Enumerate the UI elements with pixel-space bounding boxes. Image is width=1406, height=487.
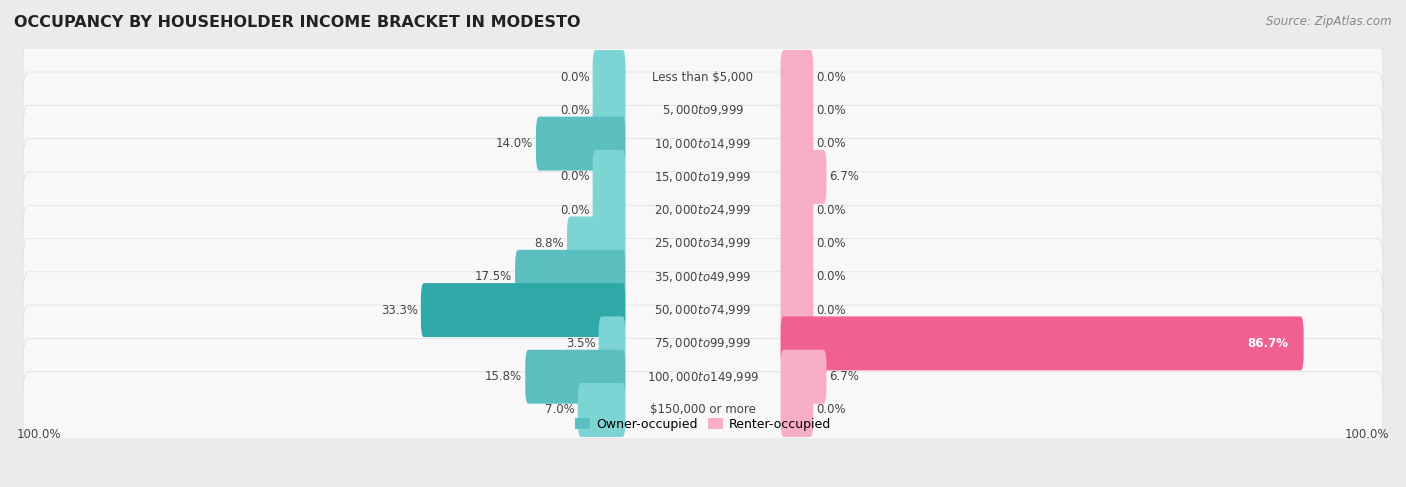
Text: $50,000 to $74,999: $50,000 to $74,999 <box>654 303 752 317</box>
Text: 33.3%: 33.3% <box>381 303 418 317</box>
FancyBboxPatch shape <box>22 272 1384 348</box>
Text: 0.0%: 0.0% <box>817 71 846 83</box>
FancyBboxPatch shape <box>593 150 626 204</box>
FancyBboxPatch shape <box>780 283 813 337</box>
FancyBboxPatch shape <box>578 383 626 437</box>
Text: 0.0%: 0.0% <box>817 404 846 416</box>
FancyBboxPatch shape <box>22 239 1384 315</box>
Text: 14.0%: 14.0% <box>496 137 533 150</box>
Text: 0.0%: 0.0% <box>817 204 846 217</box>
FancyBboxPatch shape <box>780 250 813 304</box>
Text: Source: ZipAtlas.com: Source: ZipAtlas.com <box>1267 15 1392 28</box>
Text: 0.0%: 0.0% <box>817 237 846 250</box>
Text: $150,000 or more: $150,000 or more <box>650 404 756 416</box>
FancyBboxPatch shape <box>780 383 813 437</box>
Text: $20,000 to $24,999: $20,000 to $24,999 <box>654 203 752 217</box>
FancyBboxPatch shape <box>780 217 813 270</box>
FancyBboxPatch shape <box>526 350 626 404</box>
Text: Less than $5,000: Less than $5,000 <box>652 71 754 83</box>
Text: 0.0%: 0.0% <box>560 104 589 117</box>
FancyBboxPatch shape <box>22 205 1384 282</box>
FancyBboxPatch shape <box>536 116 626 170</box>
Text: $35,000 to $49,999: $35,000 to $49,999 <box>654 270 752 284</box>
FancyBboxPatch shape <box>780 350 827 404</box>
Text: OCCUPANCY BY HOUSEHOLDER INCOME BRACKET IN MODESTO: OCCUPANCY BY HOUSEHOLDER INCOME BRACKET … <box>14 15 581 30</box>
Text: $5,000 to $9,999: $5,000 to $9,999 <box>662 103 744 117</box>
Text: 0.0%: 0.0% <box>560 204 589 217</box>
FancyBboxPatch shape <box>780 317 1303 371</box>
FancyBboxPatch shape <box>22 105 1384 182</box>
FancyBboxPatch shape <box>780 50 813 104</box>
Text: $100,000 to $149,999: $100,000 to $149,999 <box>647 370 759 384</box>
Text: 0.0%: 0.0% <box>817 303 846 317</box>
Text: $15,000 to $19,999: $15,000 to $19,999 <box>654 170 752 184</box>
Text: 0.0%: 0.0% <box>817 270 846 283</box>
Text: 6.7%: 6.7% <box>830 170 859 184</box>
FancyBboxPatch shape <box>780 83 813 137</box>
FancyBboxPatch shape <box>420 283 626 337</box>
FancyBboxPatch shape <box>599 317 626 371</box>
FancyBboxPatch shape <box>22 338 1384 415</box>
FancyBboxPatch shape <box>593 83 626 137</box>
FancyBboxPatch shape <box>22 372 1384 449</box>
FancyBboxPatch shape <box>515 250 626 304</box>
FancyBboxPatch shape <box>780 150 827 204</box>
FancyBboxPatch shape <box>780 183 813 237</box>
Text: 100.0%: 100.0% <box>1344 429 1389 442</box>
FancyBboxPatch shape <box>593 50 626 104</box>
FancyBboxPatch shape <box>22 72 1384 149</box>
Text: 100.0%: 100.0% <box>17 429 62 442</box>
Text: 0.0%: 0.0% <box>817 104 846 117</box>
Text: 0.0%: 0.0% <box>560 71 589 83</box>
Text: 15.8%: 15.8% <box>485 370 522 383</box>
Text: $75,000 to $99,999: $75,000 to $99,999 <box>654 337 752 351</box>
FancyBboxPatch shape <box>567 217 626 270</box>
Text: 0.0%: 0.0% <box>817 137 846 150</box>
FancyBboxPatch shape <box>22 139 1384 215</box>
FancyBboxPatch shape <box>593 183 626 237</box>
Text: 7.0%: 7.0% <box>546 404 575 416</box>
Text: $25,000 to $34,999: $25,000 to $34,999 <box>654 237 752 250</box>
FancyBboxPatch shape <box>22 305 1384 382</box>
Text: 17.5%: 17.5% <box>475 270 512 283</box>
Text: 3.5%: 3.5% <box>567 337 596 350</box>
Text: 6.7%: 6.7% <box>830 370 859 383</box>
FancyBboxPatch shape <box>22 172 1384 248</box>
Text: 8.8%: 8.8% <box>534 237 564 250</box>
FancyBboxPatch shape <box>22 38 1384 115</box>
Text: $10,000 to $14,999: $10,000 to $14,999 <box>654 136 752 150</box>
FancyBboxPatch shape <box>780 116 813 170</box>
Legend: Owner-occupied, Renter-occupied: Owner-occupied, Renter-occupied <box>569 413 837 436</box>
Text: 86.7%: 86.7% <box>1247 337 1289 350</box>
Text: 0.0%: 0.0% <box>560 170 589 184</box>
